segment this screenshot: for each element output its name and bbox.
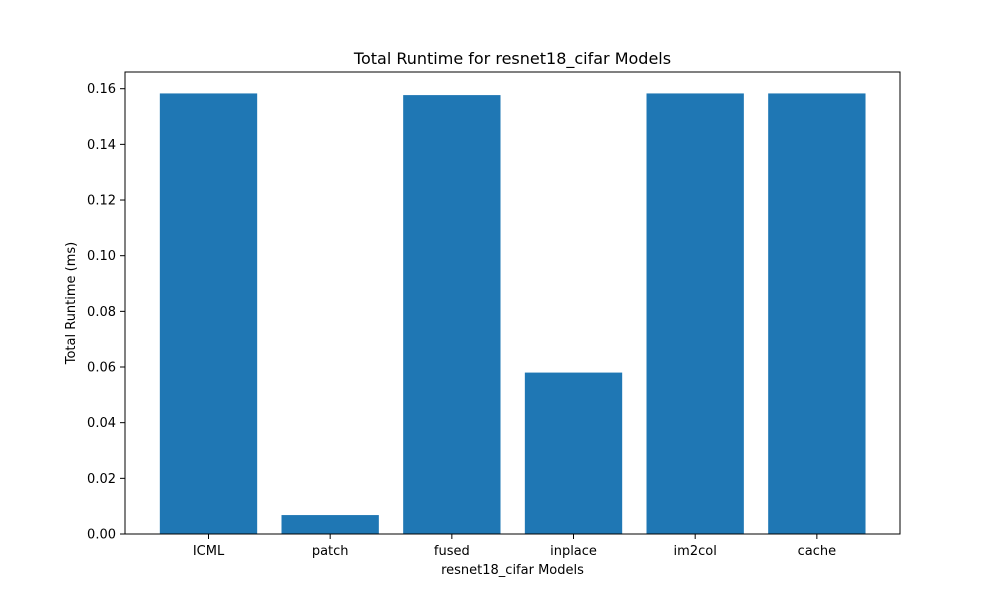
y-axis-label: Total Runtime (ms) [64, 242, 79, 366]
y-tick-label: 0.06 [87, 361, 116, 376]
y-tick-label: 0.00 [87, 528, 116, 543]
y-tick-label: 0.04 [87, 416, 116, 431]
y-tick-label: 0.12 [87, 194, 116, 209]
y-tick-label: 0.16 [87, 82, 116, 97]
bar-fused [403, 95, 501, 534]
y-tick-label: 0.14 [87, 138, 116, 153]
plot-frame [124, 71, 901, 535]
x-tick-label: fused [434, 544, 470, 559]
x-tick-label: patch [312, 544, 349, 559]
x-tick-label: im2col [674, 544, 717, 559]
chart-title: Total Runtime for resnet18_cifar Models [353, 49, 671, 69]
x-axis-ticks: ICML patch fused inplace im2col cache [193, 534, 836, 559]
y-tick-label: 0.02 [87, 472, 116, 487]
bar-inplace [524, 372, 623, 534]
y-tick-label: 0.10 [87, 249, 116, 264]
y-tick-label: 0.08 [87, 305, 116, 320]
bars-layer [159, 93, 866, 535]
y-axis-ticks: 0.00 0.02 0.04 0.06 0.08 0.10 0.12 0.14 0.16 [87, 82, 125, 543]
bar-patch [281, 515, 379, 534]
x-axis-label: resnet18_cifar Models [441, 563, 584, 578]
bar-cache [768, 93, 866, 535]
x-tick-label: inplace [550, 544, 597, 559]
bar-icml [159, 93, 258, 535]
x-tick-label: ICML [193, 544, 225, 559]
bar-im2col [646, 93, 744, 535]
x-tick-label: cache [798, 544, 837, 559]
